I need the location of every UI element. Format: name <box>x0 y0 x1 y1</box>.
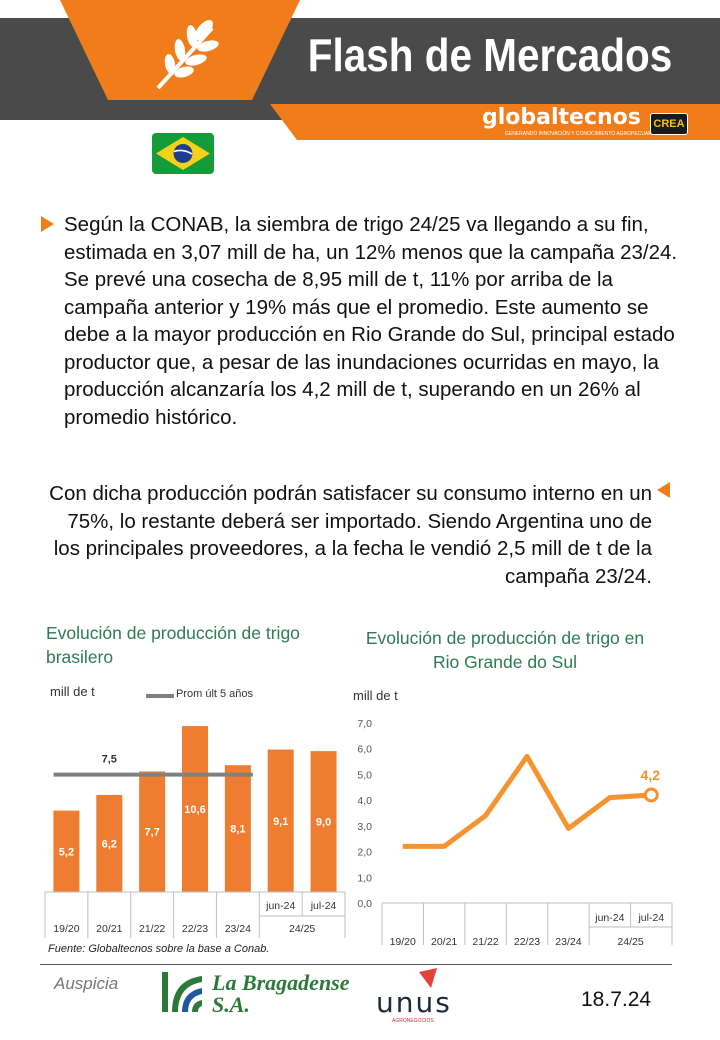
chart-2-y-tick-label: 2,0 <box>357 847 372 859</box>
chart-2-y-tick-label: 1,0 <box>357 872 372 884</box>
publication-date: 18.7.24 <box>581 988 652 1011</box>
chart-1-reference-label: 7,5 <box>102 754 117 766</box>
chart-1-tick-label: 22/23 <box>182 923 208 935</box>
chart-2-tick-label: 22/23 <box>514 936 540 948</box>
chart-2-tick-label: 19/20 <box>390 936 416 948</box>
chart-1-bar <box>139 771 166 892</box>
source-note: Fuente: Globaltecnos sobre la base a Con… <box>48 943 270 955</box>
crea-logo: CREA <box>650 113 688 135</box>
chart-1-bar-label: 5,2 <box>59 846 74 858</box>
chart-1-tick-label: 20/21 <box>96 923 122 935</box>
chart-1-bar <box>267 749 294 892</box>
chart-1-bar <box>182 726 208 892</box>
chart-1-bar-label: 9,0 <box>316 817 331 829</box>
chart-1-bar-label: 8,1 <box>230 824 245 836</box>
chart-1-bar-label: 9,1 <box>273 816 288 828</box>
chart-2-group-label: 24/25 <box>617 936 643 948</box>
bullet-arrow-icon <box>657 482 670 498</box>
chart-2-title: Evolución de producción de trigo en Rio … <box>365 628 645 672</box>
footer-divider <box>40 964 672 965</box>
chart-1-bar-label: 10,6 <box>184 804 205 816</box>
globaltecnos-tagline: GENERANDO INNOVACIÓN Y CONOCIMIENTO AGRO… <box>505 131 658 137</box>
chart-1-bar-label: 6,2 <box>102 838 117 850</box>
bragadense-logo-text: La Bragadense S.A. <box>212 970 350 1017</box>
chart-1-title: Evolución de producción de trigo brasile… <box>46 623 300 667</box>
chart-2-y-tick-label: 4,0 <box>357 795 372 807</box>
chart-2-y-tick-label: 6,0 <box>357 744 372 756</box>
chart-2-tick-label: jun-24 <box>594 912 624 924</box>
chart-1-tick-label: 21/22 <box>139 923 165 935</box>
chart-1-bar-chart: 5,2 6,2 7,7 10,6 8,1 9,1 9,0 7,5 19/20 20/21 21/22… <box>44 726 346 938</box>
chart-1-tick-label: 23/24 <box>225 923 251 935</box>
chart-1-legend-swatch <box>146 694 174 698</box>
chart-2-last-label: 4,2 <box>641 767 661 783</box>
chart-2-series-line <box>402 753 652 849</box>
globaltecnos-logo: globaltecnos <box>482 105 641 130</box>
chart-1-bar <box>96 794 123 892</box>
paragraph-1: Según la CONAB, la siembra de trigo 24/2… <box>64 213 678 429</box>
chart-1-tick-label: jun-24 <box>265 900 295 912</box>
brazil-flag-icon <box>152 133 214 174</box>
chart-2-y-tick-label: 5,0 <box>357 769 372 781</box>
chart-2-y-tick-label: 7,0 <box>357 718 372 730</box>
chart-2-last-point <box>643 787 659 803</box>
chart-1-bar <box>53 810 80 892</box>
chart-1-bar-label: 7,7 <box>144 827 159 839</box>
chart-2-y-tick-label: 3,0 <box>357 821 372 833</box>
chart-1-group-label: 24/25 <box>289 923 315 935</box>
chart-1-unit: mill de t <box>50 684 95 699</box>
chart-2-tick-label: 21/22 <box>472 936 498 948</box>
chart-1-bar <box>310 751 337 892</box>
page-title: Flash de Mercados <box>307 29 673 81</box>
chart-1-bar <box>224 765 251 892</box>
unus-logo-text: unus <box>376 986 452 1019</box>
bragadense-logo-icon <box>160 970 204 1014</box>
chart-1-tick-label: 19/20 <box>53 923 79 935</box>
unus-logo-tagline: AGRONEGOCIOS <box>392 1018 434 1024</box>
bullet-arrow-icon <box>41 216 54 232</box>
chart-2-tick-label: jul-24 <box>637 912 664 924</box>
header-brand-strip <box>270 104 720 140</box>
chart-2-y-tick-label: 0,0 <box>357 898 372 910</box>
wheat-icon <box>156 20 219 90</box>
chart-2-tick-label: 20/21 <box>431 936 457 948</box>
chart-1-tick-label: jul-24 <box>310 900 337 912</box>
chart-2-tick-label: 23/24 <box>555 936 581 948</box>
chart-1-legend-label: Prom últ 5 años <box>176 688 254 700</box>
chart-2-unit: mill de t <box>353 688 398 703</box>
sponsor-label: Auspicia <box>54 974 119 993</box>
unus-logo-icon <box>419 968 437 988</box>
paragraph-2: Con dicha producción podrán satisfacer s… <box>49 482 652 588</box>
chart-2-line-chart: 0,0 1,0 2,0 3,0 4,0 5,0 6,0 7,0 4,2 19/20 20/21 21/… <box>357 718 673 948</box>
